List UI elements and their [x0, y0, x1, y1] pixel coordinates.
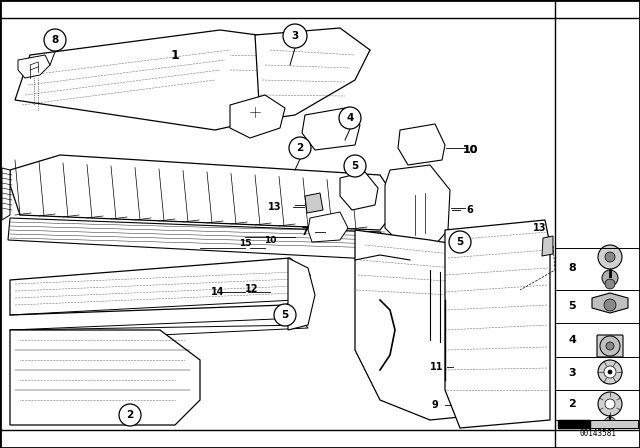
Text: 1: 1 — [171, 48, 179, 61]
Text: 2: 2 — [568, 399, 576, 409]
Polygon shape — [18, 55, 50, 78]
Polygon shape — [355, 230, 510, 420]
Circle shape — [608, 370, 612, 374]
Polygon shape — [10, 330, 200, 425]
Polygon shape — [10, 155, 400, 230]
Circle shape — [274, 304, 296, 326]
Text: 10: 10 — [462, 145, 477, 155]
Circle shape — [344, 155, 366, 177]
Polygon shape — [558, 420, 590, 428]
Circle shape — [604, 299, 616, 311]
Polygon shape — [10, 258, 310, 315]
Polygon shape — [542, 236, 553, 256]
Text: 00143581: 00143581 — [579, 428, 616, 438]
Text: 4: 4 — [568, 335, 576, 345]
Text: 5: 5 — [568, 301, 576, 311]
Circle shape — [44, 29, 66, 51]
Polygon shape — [2, 168, 10, 220]
Polygon shape — [308, 212, 348, 242]
Text: 3: 3 — [291, 31, 299, 41]
Text: 9: 9 — [431, 400, 438, 410]
Text: 4: 4 — [346, 113, 354, 123]
Circle shape — [598, 245, 622, 269]
Text: 7: 7 — [301, 227, 308, 237]
Polygon shape — [558, 420, 638, 428]
Circle shape — [604, 366, 616, 378]
Circle shape — [339, 107, 361, 129]
FancyBboxPatch shape — [597, 335, 623, 357]
Polygon shape — [340, 172, 378, 210]
Polygon shape — [8, 218, 395, 260]
Circle shape — [605, 279, 615, 289]
Text: 13: 13 — [268, 202, 282, 212]
Text: 12: 12 — [245, 284, 259, 294]
Circle shape — [605, 252, 615, 262]
Polygon shape — [398, 124, 445, 165]
Circle shape — [449, 231, 471, 253]
Text: 5: 5 — [351, 161, 358, 171]
Text: 15: 15 — [239, 238, 252, 247]
Text: 8: 8 — [51, 35, 59, 45]
Circle shape — [600, 336, 620, 356]
Polygon shape — [15, 30, 370, 130]
Polygon shape — [230, 95, 285, 138]
Text: 5: 5 — [282, 310, 289, 320]
Polygon shape — [385, 165, 450, 248]
Text: 10: 10 — [462, 145, 477, 155]
Polygon shape — [445, 220, 550, 428]
Circle shape — [605, 399, 615, 409]
Polygon shape — [288, 258, 315, 330]
Text: 3: 3 — [568, 368, 576, 378]
Text: 6: 6 — [467, 205, 474, 215]
Text: 2: 2 — [126, 410, 134, 420]
Circle shape — [289, 137, 311, 159]
Circle shape — [606, 342, 614, 350]
Text: 8: 8 — [568, 263, 576, 273]
Text: 14: 14 — [211, 287, 225, 297]
Circle shape — [119, 404, 141, 426]
Polygon shape — [305, 193, 323, 213]
Polygon shape — [255, 28, 370, 120]
Text: 10: 10 — [264, 236, 276, 245]
Text: 5: 5 — [456, 237, 463, 247]
Text: 13: 13 — [533, 223, 547, 233]
Circle shape — [598, 360, 622, 384]
Circle shape — [598, 392, 622, 416]
Text: 11: 11 — [430, 362, 444, 372]
Circle shape — [283, 24, 307, 48]
Polygon shape — [592, 293, 628, 313]
Polygon shape — [302, 108, 360, 150]
Circle shape — [602, 270, 618, 286]
Text: 2: 2 — [296, 143, 303, 153]
Circle shape — [604, 417, 616, 429]
